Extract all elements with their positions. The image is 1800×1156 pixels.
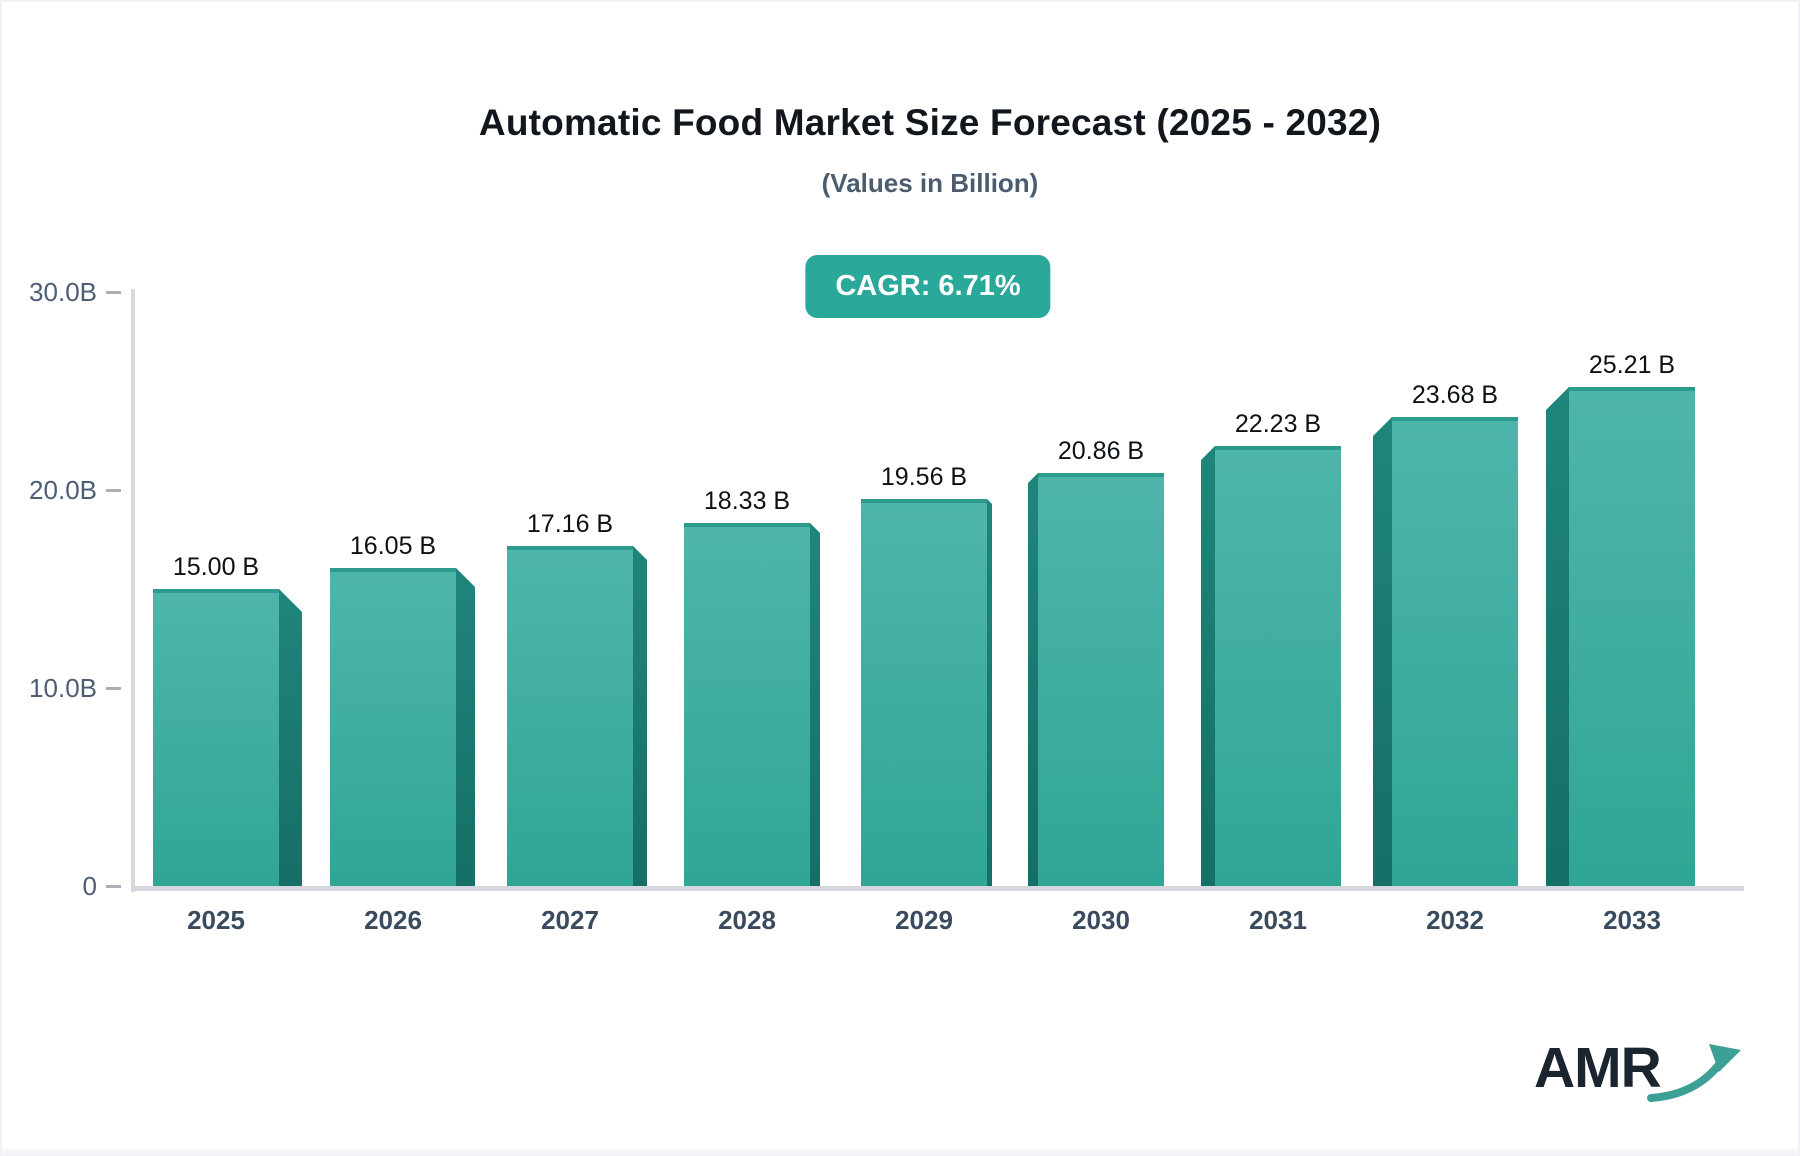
y-axis-label: 10.0B — [29, 673, 97, 703]
bar-value-label-2031: 22.23 B — [1234, 410, 1322, 438]
x-axis-label-2033: 2033 — [1603, 905, 1661, 935]
bar-side-face-2030 — [1028, 473, 1038, 886]
y-axis-line — [131, 289, 135, 892]
bar-2032[interactable] — [1392, 417, 1518, 886]
x-axis-label-2030: 2030 — [1072, 905, 1130, 935]
x-axis-label-2031: 2031 — [1249, 905, 1307, 935]
bar-side-face-2031 — [1201, 446, 1215, 886]
y-tick-mark — [106, 885, 121, 888]
x-axis-label-2028: 2028 — [718, 905, 776, 935]
bar-2026[interactable] — [330, 568, 456, 886]
bar-side-face-2026 — [456, 568, 475, 886]
amr-logo: AMR — [1534, 1038, 1747, 1104]
bar-top-edge — [153, 589, 279, 593]
bar-value-label-2025: 15.00 B — [172, 553, 260, 581]
y-tick-mark — [106, 687, 121, 690]
bar-value-label-2030: 20.86 B — [1057, 437, 1145, 465]
bar-top-edge — [330, 568, 456, 572]
y-tick-mark — [106, 489, 121, 492]
cagr-badge: CAGR: 6.71% — [805, 255, 1051, 318]
x-axis-label-2027: 2027 — [541, 905, 599, 935]
x-axis-label-2029: 2029 — [895, 905, 953, 935]
bar-side-face-2028 — [810, 523, 820, 886]
bar-top-edge — [1569, 387, 1695, 391]
bar-side-face-2029 — [987, 499, 992, 886]
y-tick-mark — [106, 291, 121, 294]
bar-value-label-2029: 19.56 B — [880, 463, 968, 491]
bar-2025[interactable] — [153, 589, 279, 886]
amr-logo-text: AMR — [1534, 1036, 1662, 1100]
x-axis-baseline — [132, 886, 1744, 891]
bar-2027[interactable] — [507, 546, 633, 886]
bar-2030[interactable] — [1038, 473, 1164, 886]
bar-2028[interactable] — [684, 523, 810, 886]
bar-value-label-2026: 16.05 B — [349, 532, 437, 560]
x-axis-label-2025: 2025 — [187, 905, 245, 935]
bar-side-face-2033 — [1546, 387, 1569, 886]
chart-subtitle: (Values in Billion) — [821, 168, 1039, 198]
bar-value-label-2028: 18.33 B — [703, 487, 791, 515]
bar-top-edge — [1038, 473, 1164, 477]
bar-side-face-2025 — [279, 589, 302, 886]
canvas-bottom-edge — [2, 1149, 1798, 1154]
bar-top-edge — [1392, 417, 1518, 421]
x-axis-label-2032: 2032 — [1426, 905, 1484, 935]
y-axis-label: 0 — [82, 871, 97, 901]
x-axis-label-2026: 2026 — [364, 905, 422, 935]
y-axis-label: 20.0B — [29, 475, 97, 505]
y-axis-label: 30.0B — [29, 277, 97, 307]
bar-2033[interactable] — [1569, 387, 1695, 886]
bar-top-edge — [861, 499, 987, 503]
bar-side-face-2027 — [633, 546, 647, 886]
bar-2029[interactable] — [861, 499, 987, 886]
bar-value-label-2032: 23.68 B — [1411, 381, 1499, 409]
bar-top-edge — [507, 546, 633, 550]
bar-top-edge — [684, 523, 810, 527]
chart-title: Automatic Food Market Size Forecast (202… — [478, 102, 1382, 143]
bar-top-edge — [1215, 446, 1341, 450]
growth-arrow-icon — [1646, 1044, 1741, 1102]
bar-2031[interactable] — [1215, 446, 1341, 886]
bar-value-label-2027: 17.16 B — [526, 510, 614, 538]
bar-side-face-2032 — [1373, 417, 1392, 886]
bar-value-label-2033: 25.21 B — [1588, 351, 1676, 379]
